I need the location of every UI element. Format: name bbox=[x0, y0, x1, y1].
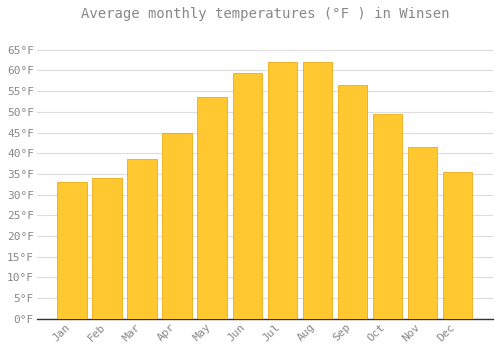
Bar bbox=[162, 133, 192, 319]
Bar bbox=[92, 178, 122, 319]
Bar bbox=[338, 85, 368, 319]
Bar bbox=[302, 62, 332, 319]
Bar bbox=[408, 147, 438, 319]
Bar bbox=[268, 62, 298, 319]
Bar bbox=[58, 182, 87, 319]
Bar bbox=[232, 72, 262, 319]
Bar bbox=[198, 97, 228, 319]
Title: Average monthly temperatures (°F ) in Winsen: Average monthly temperatures (°F ) in Wi… bbox=[80, 7, 449, 21]
Bar bbox=[128, 160, 157, 319]
Bar bbox=[442, 172, 472, 319]
Bar bbox=[372, 114, 402, 319]
